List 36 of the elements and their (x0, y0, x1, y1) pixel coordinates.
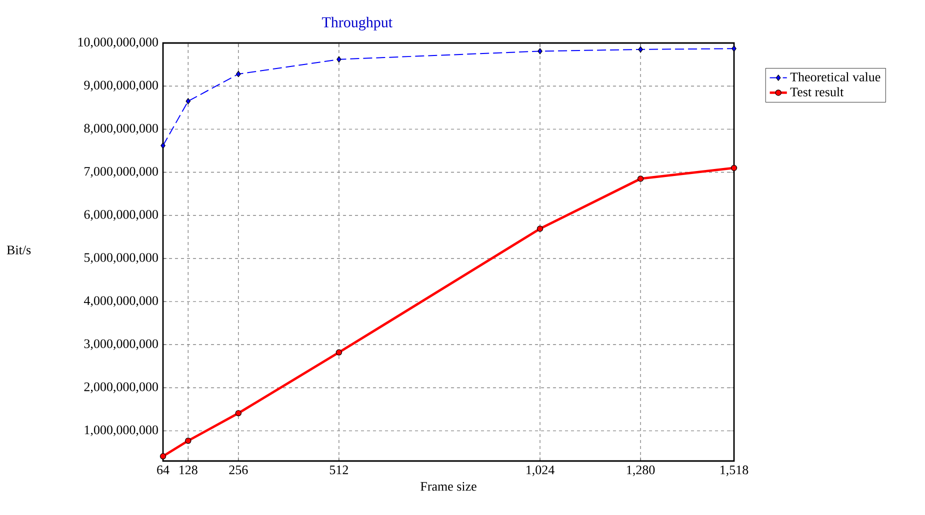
x-tick-label: 512 (330, 466, 348, 474)
point (235, 410, 242, 416)
y-tick-label: 3,000,000,000 (84, 339, 158, 350)
point (236, 70, 241, 78)
y-tick-label: 9,000,000,000 (84, 80, 158, 92)
x-tick-label: 1,024 (526, 466, 554, 476)
point (185, 438, 192, 444)
point (186, 98, 191, 104)
point (638, 46, 643, 53)
y-tick-label: 7,000,000,000 (84, 166, 158, 178)
y-tick-label: 4,000,000,000 (84, 296, 158, 307)
point (538, 48, 542, 54)
point (637, 176, 644, 182)
y-tick-label: 5,000,000,000 (84, 253, 158, 264)
point (160, 142, 166, 149)
y-axis-title: Bit/s (6, 246, 31, 254)
point (160, 453, 166, 460)
y-tick-label: 6,000,000,000 (84, 210, 158, 221)
chart-title: Throughput (322, 16, 392, 30)
x-tick-label: 128 (180, 466, 198, 474)
x-tick-label: 1,518 (720, 466, 748, 476)
y-tick-label: 10,000,000,000 (78, 38, 158, 48)
x-tick-label: 64 (157, 466, 170, 474)
legend-label: Theoretical value (790, 72, 880, 82)
point (536, 226, 544, 232)
point (336, 56, 342, 62)
y-tick-label: 2,000,000,000 (84, 382, 158, 394)
point (336, 349, 342, 356)
point (730, 164, 738, 172)
x-axis-title: Frame size (420, 482, 476, 491)
point (732, 46, 736, 52)
y-tick-label: 8,000,000,000 (84, 124, 158, 135)
legend-label: Test result (790, 87, 844, 96)
x-tick-label: 1,280 (627, 466, 655, 476)
y-tick-label: 1,000,000,000 (84, 426, 158, 436)
x-tick-label: 256 (229, 466, 248, 474)
